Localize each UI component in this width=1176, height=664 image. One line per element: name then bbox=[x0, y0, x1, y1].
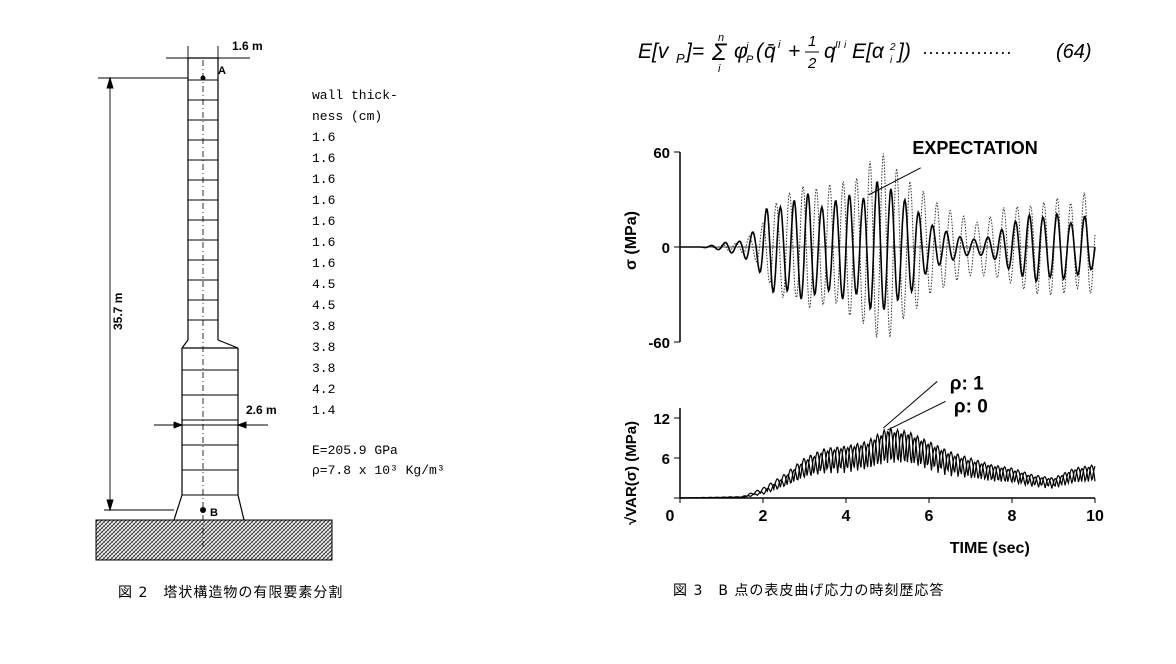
top-width-label: 1.6 m bbox=[232, 40, 263, 53]
svg-text:]=: ]= bbox=[684, 40, 704, 63]
tower-element-lines bbox=[182, 79, 238, 496]
var-x-label: TIME (sec) bbox=[950, 540, 1030, 557]
sigma-y-label: σ (MPa) bbox=[623, 211, 640, 270]
var-x-tick-label: 0 bbox=[666, 508, 675, 525]
sigma-series-dotted bbox=[680, 153, 1096, 338]
var-x-tick-label: 10 bbox=[1086, 508, 1104, 525]
wall-value: 4.5 bbox=[312, 277, 336, 292]
point-b-marker bbox=[200, 507, 206, 513]
var-y-tick-label: 12 bbox=[653, 411, 670, 428]
wall-value: 3.8 bbox=[312, 319, 336, 334]
point-a-marker bbox=[200, 75, 206, 81]
rho-0-leader bbox=[887, 400, 946, 431]
var-x-tick-label: 4 bbox=[842, 508, 851, 525]
rho-1-annotation: ρ: 1 bbox=[950, 373, 984, 394]
sigma-y-tick-label: 0 bbox=[662, 240, 670, 257]
var-x-tick-label: 2 bbox=[759, 508, 768, 525]
var-y-tick-label: 6 bbox=[662, 451, 670, 468]
svg-text:E[v: E[v bbox=[638, 40, 670, 63]
wall-value: 3.8 bbox=[312, 340, 336, 355]
figure-2-caption: 図 2 塔状構造物の有限要素分割 bbox=[118, 585, 344, 601]
wall-value: 1.6 bbox=[312, 193, 336, 208]
svg-text:i: i bbox=[778, 39, 781, 51]
svg-text:···············: ··············· bbox=[922, 42, 1012, 62]
svg-text:1: 1 bbox=[808, 33, 816, 50]
sigma-y-tick-label: -60 bbox=[648, 335, 670, 352]
base-width-label: 2.6 m bbox=[246, 403, 277, 417]
point-a-label: A bbox=[218, 65, 226, 77]
wall-value: 1.6 bbox=[312, 130, 336, 145]
point-b-label: B bbox=[210, 507, 218, 519]
wall-value: 1.6 bbox=[312, 256, 336, 271]
svg-text:Σ: Σ bbox=[711, 39, 728, 66]
var-series-rho-0 bbox=[680, 430, 1096, 499]
equation-svg: E[v P ]= Σ n i φ i P ( q̄ i + 1 2 q II i… bbox=[638, 32, 1092, 75]
svg-text:II: II bbox=[835, 40, 841, 51]
tower-figure: A B 1.6 m 35.7 m 2.6 m bbox=[95, 40, 333, 561]
svg-text:2: 2 bbox=[807, 55, 817, 72]
wall-value: 1.6 bbox=[312, 151, 336, 166]
wall-header-line-2: ness (cm) bbox=[312, 109, 383, 124]
svg-text:q: q bbox=[824, 40, 836, 63]
sigma-series-expectation bbox=[680, 181, 1096, 312]
wall-value: 4.2 bbox=[312, 382, 336, 397]
tower-lower-shaft bbox=[173, 348, 245, 521]
wall-value: 1.6 bbox=[312, 214, 336, 229]
figure-3-caption: 図 3 B 点の表皮曲げ応力の時刻歴応答 bbox=[673, 583, 945, 599]
svg-text:P: P bbox=[676, 51, 685, 66]
var-x-tick-label: 6 bbox=[925, 508, 934, 525]
wall-value: 1.6 bbox=[312, 235, 336, 250]
svg-text:i: i bbox=[718, 63, 721, 75]
ground-hatch bbox=[95, 519, 333, 561]
height-label: 35.7 m bbox=[111, 293, 125, 330]
svg-text:i: i bbox=[746, 41, 749, 53]
expectation-leader-line bbox=[868, 167, 921, 196]
svg-text:+: + bbox=[788, 40, 800, 63]
svg-text:i: i bbox=[890, 55, 893, 66]
wall-value: 4.5 bbox=[312, 298, 336, 313]
rho-1-leader bbox=[883, 380, 938, 429]
svg-text:2: 2 bbox=[889, 42, 896, 53]
svg-text:(: ( bbox=[756, 40, 765, 63]
expectation-annotation: EXPECTATION bbox=[912, 138, 1037, 158]
svg-text:E[α: E[α bbox=[852, 40, 885, 63]
svg-text:]): ]) bbox=[896, 40, 911, 63]
svg-text:φ: φ bbox=[734, 40, 748, 63]
var-series-rho-1 bbox=[680, 426, 1096, 499]
top-width-dimension bbox=[166, 46, 250, 59]
wall-header-line-1: wall thick- bbox=[312, 88, 398, 103]
height-dimension bbox=[98, 76, 188, 512]
wall-value: 1.6 bbox=[312, 172, 336, 187]
tower-taper bbox=[181, 339, 239, 349]
var-y-label: √VAR(σ) (MPa) bbox=[623, 421, 640, 525]
sigma-y-tick-label: 60 bbox=[653, 145, 670, 162]
svg-text:q̄: q̄ bbox=[764, 40, 776, 63]
svg-text:n: n bbox=[718, 32, 724, 44]
svg-text:i: i bbox=[844, 40, 847, 51]
wall-value: 3.8 bbox=[312, 361, 336, 376]
rho-0-annotation: ρ: 0 bbox=[954, 397, 988, 418]
equation-number: (64) bbox=[1056, 41, 1092, 63]
base-width-dimension bbox=[154, 421, 268, 429]
equation-64: E[v P ]= Σ n i φ i P ( q̄ i + 1 2 q II i… bbox=[638, 28, 1098, 78]
svg-text:P: P bbox=[746, 54, 754, 66]
wall-thickness-table: wall thick- ness (cm) 1.6 1.6 1.6 1.6 1.… bbox=[312, 85, 512, 421]
density-text: ρ=7.8 x 10³ Kg/m³ bbox=[312, 463, 445, 478]
modulus-text: E=205.9 GPa bbox=[312, 443, 398, 458]
wall-value: 1.4 bbox=[312, 403, 336, 418]
var-x-tick-label: 8 bbox=[1008, 508, 1017, 525]
